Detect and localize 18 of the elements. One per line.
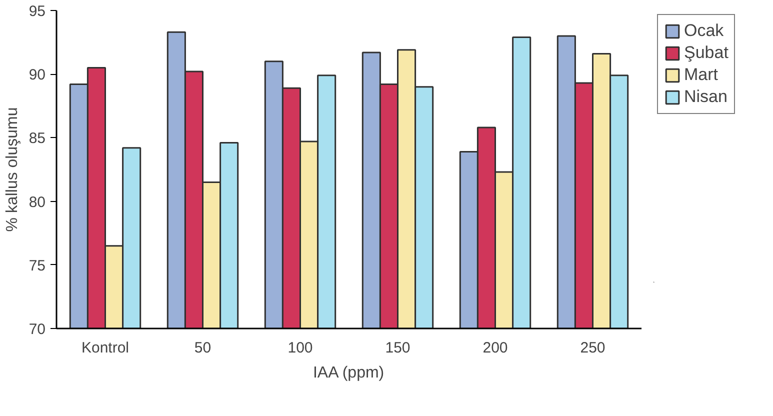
legend-label: Şubat [684,43,728,63]
legend-label: Mart [684,65,718,85]
y-tick-label: 80 [28,194,46,211]
x-axis-title: IAA (ppm) [312,364,384,382]
x-tick-label: 50 [194,340,212,356]
y-tick-label: 75 [28,257,46,274]
legend-label: Ocak [684,21,724,41]
y-tick-label: 95 [28,3,46,20]
y-tick-label: 85 [28,130,46,148]
y-tick-label: 90 [28,66,46,84]
legend-label: Nisan [684,87,728,107]
x-tick-label: Kontrol [81,340,130,356]
x-tick-label: 250 [580,340,606,356]
x-tick-label: 100 [288,340,313,356]
x-tick-label: 150 [385,340,410,356]
y-tick-label: 70 [28,321,46,338]
y-axis-title: % kallus oluşumu [4,107,21,232]
x-tick-label: 200 [482,340,508,356]
